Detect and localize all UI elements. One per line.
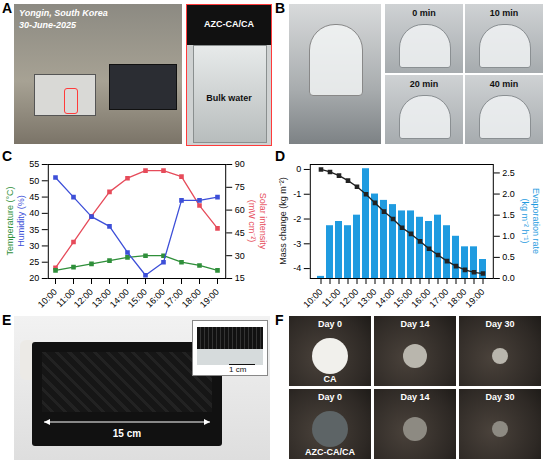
svg-text:-4: -4 [293,263,301,273]
html-text:D: D [275,148,286,164]
html-text:E: E [2,312,12,328]
svg-text:30: 30 [29,241,39,251]
html-text:Day 30: Day 30 [485,392,515,402]
svg-text:25: 25 [29,257,39,267]
svg-text:13:00: 13:00 [90,287,113,310]
svg-text:16:00: 16:00 [144,287,167,310]
svg-text:18:00: 18:00 [180,287,203,310]
html-text:Yongin, South Korea: Yongin, South Korea [19,8,108,18]
svg-text:11:00: 11:00 [320,287,343,310]
svg-text:0.5: 0.5 [502,252,515,262]
svg-text:Temperature (°C): Temperature (°C) [5,186,15,255]
html-text:AZC-CA/CA: AZC-CA/CA [305,447,355,457]
html-text:0 min: 0 min [412,8,436,18]
svg-text:14:00: 14:00 [373,287,396,310]
svg-text:(mW cm⁻²): (mW cm⁻²) [247,200,257,242]
svg-text:Mass change (kg m⁻²): Mass change (kg m⁻²) [278,177,288,265]
html-text:CA: CA [323,374,337,384]
svg-text:1.0: 1.0 [502,231,515,241]
svg-text:-3: -3 [293,239,301,249]
svg-text:-2: -2 [293,214,301,224]
svg-text:-1: -1 [293,189,301,199]
svg-text:12:00: 12:00 [72,287,95,310]
svg-text:Solar intensity: Solar intensity [258,193,268,250]
svg-text:17:00: 17:00 [427,287,450,310]
svg-text:0.0: 0.0 [502,273,515,283]
svg-text:14:00: 14:00 [108,287,131,310]
html-text:C: C [2,148,13,164]
html-text:40 min: 40 min [489,79,519,89]
svg-text:10:00: 10:00 [301,287,324,310]
svg-text:12:00: 12:00 [337,287,360,310]
svg-text:Evaporation rate: Evaporation rate [531,188,541,254]
svg-text:13:00: 13:00 [355,287,378,310]
svg-text:30: 30 [235,251,245,261]
svg-text:15: 15 [235,273,245,283]
html-text:Day 14: Day 14 [400,319,430,329]
svg-text:Humidity (%): Humidity (%) [16,195,26,247]
html-text:1 cm: 1 cm [229,365,247,374]
html-text:Day 0: Day 0 [318,392,342,402]
html-text:15 cm: 15 cm [112,428,142,439]
html-text:Bulk water: Bulk water [206,93,252,103]
html-text:20 min: 20 min [409,79,439,89]
svg-text:11:00: 11:00 [54,287,77,310]
svg-text:15:00: 15:00 [126,287,149,310]
svg-text:(kg m⁻² h⁻¹): (kg m⁻² h⁻¹) [520,199,530,244]
svg-text:16:00: 16:00 [409,287,432,310]
svg-text:0: 0 [296,164,301,174]
html-text:Day 30: Day 30 [485,319,515,329]
svg-text:75: 75 [235,182,245,192]
html-text:B: B [275,0,286,16]
html-text:F: F [275,312,284,328]
svg-text:90: 90 [235,159,245,169]
svg-text:20: 20 [29,273,39,283]
html-text:Day 14: Day 14 [400,392,430,402]
svg-text:50: 50 [29,176,39,186]
svg-text:2.5: 2.5 [502,168,515,178]
svg-text:19:00: 19:00 [463,287,486,310]
svg-text:40: 40 [29,208,39,218]
svg-text:19:00: 19:00 [198,287,221,310]
svg-text:60: 60 [235,205,245,215]
svg-text:2.0: 2.0 [502,189,515,199]
svg-text:18:00: 18:00 [445,287,468,310]
svg-text:1.5: 1.5 [502,210,515,220]
html-text:A: A [2,0,13,16]
html-text:Day 0: Day 0 [318,319,342,329]
svg-text:35: 35 [29,225,39,235]
svg-text:55: 55 [29,159,39,169]
svg-text:15:00: 15:00 [391,287,414,310]
svg-text:45: 45 [29,192,39,202]
html-text:30-June-2025: 30-June-2025 [19,20,76,30]
svg-text:45: 45 [235,228,245,238]
svg-text:17:00: 17:00 [162,287,185,310]
html-text:AZC-CA/CA: AZC-CA/CA [204,19,254,29]
svg-text:10:00: 10:00 [36,287,59,310]
html-text:10 min: 10 min [489,8,519,18]
